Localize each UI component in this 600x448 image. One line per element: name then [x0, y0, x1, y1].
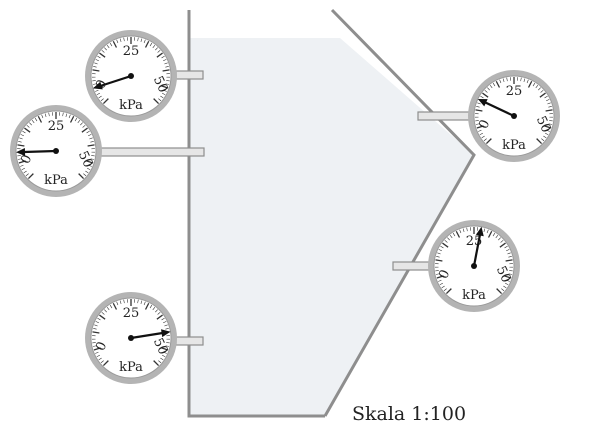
- gauge-unit-label: kPa: [119, 98, 143, 113]
- gauge-tick-label-25: 25: [506, 84, 523, 99]
- gauge-hub: [128, 73, 134, 79]
- gauge-hub: [53, 148, 59, 154]
- gauge-hub: [471, 263, 477, 269]
- pressure-gauge-upper-left: 25 0 50 kPa: [85, 30, 177, 122]
- gauge-hub: [511, 113, 517, 119]
- gauge-tick-label-25: 25: [48, 119, 65, 134]
- pipe-lower-left: [176, 337, 203, 345]
- gauge-unit-label: kPa: [502, 138, 526, 153]
- gauge-tick-label-25: 25: [123, 306, 140, 321]
- gauge-unit-label: kPa: [44, 173, 68, 188]
- gauge-unit-label: kPa: [119, 360, 143, 375]
- pipe-lower-right: [393, 262, 431, 270]
- gauge-unit-label: kPa: [462, 288, 486, 303]
- pipe-upper-right: [418, 112, 470, 120]
- pipe-upper-left: [176, 71, 203, 79]
- pressure-gauge-upper-right: 25 0 50 kPa: [468, 70, 560, 162]
- pipe-middle-left: [100, 148, 204, 156]
- tank-water: [190, 38, 474, 415]
- scale-label: Skala 1:100: [352, 403, 466, 425]
- pressure-gauge-middle-left: 25 0 50 kPa: [10, 105, 102, 197]
- pressure-gauge-lower-right: 25 0 50 kPa: [428, 220, 520, 312]
- gauge-hub: [128, 335, 134, 341]
- gauge-tick-label-25: 25: [123, 44, 140, 59]
- pressure-gauge-lower-left: 25 0 50 kPa: [85, 292, 177, 384]
